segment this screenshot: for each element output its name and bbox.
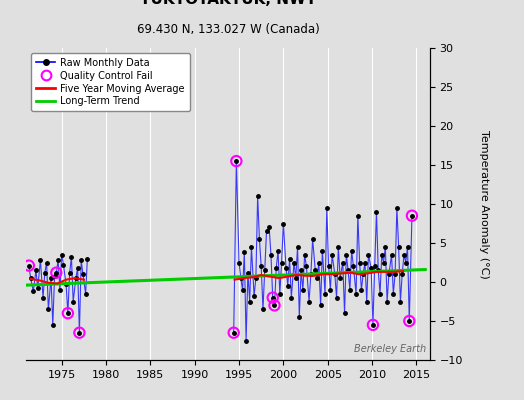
Point [64, 310, 72, 316]
Point [230, 330, 238, 336]
Text: 69.430 N, 133.027 W (Canada): 69.430 N, 133.027 W (Canada) [137, 22, 319, 36]
Text: TUKTOYAKTUK, NWT: TUKTOYAKTUK, NWT [140, 0, 316, 8]
Legend: Raw Monthly Data, Quality Control Fail, Five Year Moving Average, Long-Term Tren: Raw Monthly Data, Quality Control Fail, … [31, 53, 190, 111]
Point [270, 302, 279, 309]
Text: Berkeley Earth: Berkeley Earth [354, 344, 425, 354]
Point [268, 294, 277, 301]
Point [75, 330, 84, 336]
Point [232, 158, 241, 164]
Y-axis label: Temperature Anomaly (°C): Temperature Anomaly (°C) [479, 130, 489, 278]
Point [405, 318, 413, 324]
Point [25, 262, 33, 269]
Point [52, 270, 61, 276]
Point [369, 322, 377, 328]
Point [408, 212, 416, 219]
